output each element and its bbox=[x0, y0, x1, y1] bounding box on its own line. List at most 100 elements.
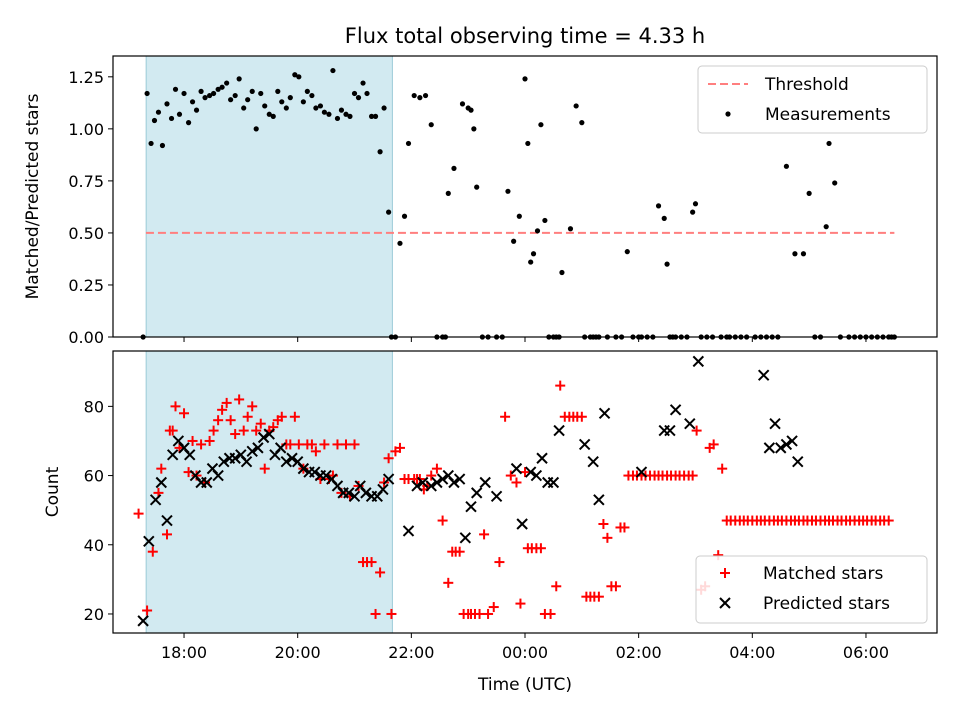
predicted-star-point bbox=[547, 476, 560, 489]
matched-star-point bbox=[386, 608, 397, 619]
predicted-star-point bbox=[684, 417, 696, 430]
y-tick-label: 1.25 bbox=[68, 68, 104, 87]
measurement-point bbox=[525, 140, 531, 147]
matched-star-point bbox=[289, 411, 300, 422]
predicted-star-point bbox=[286, 452, 298, 464]
x-tick-label: 00:00 bbox=[502, 643, 548, 662]
predicted-star-point bbox=[436, 473, 449, 485]
y-tick-label: 0.75 bbox=[68, 172, 104, 191]
predicted-star-point bbox=[309, 466, 321, 478]
measurement-point bbox=[262, 103, 268, 109]
predicted-star-point bbox=[490, 490, 503, 503]
measurement-point bbox=[471, 126, 477, 132]
measurement-point bbox=[202, 95, 208, 101]
y-tick-label: 0.00 bbox=[68, 328, 104, 347]
predicted-star-point bbox=[453, 473, 466, 485]
predicted-star-point bbox=[635, 466, 648, 478]
x-tick-label: 04:00 bbox=[729, 643, 775, 662]
matched-star-point bbox=[511, 477, 522, 488]
predicted-star-point bbox=[780, 438, 793, 451]
measurement-point bbox=[164, 101, 170, 107]
matched-star-point bbox=[691, 425, 702, 436]
matched-star-point bbox=[238, 425, 249, 436]
measurement-point bbox=[330, 67, 336, 74]
measurement-point bbox=[224, 80, 230, 86]
matched-star-point bbox=[494, 557, 505, 568]
legend-label: Matched stars bbox=[763, 564, 883, 584]
measurement-point bbox=[292, 72, 298, 78]
predicted-star-point bbox=[377, 483, 389, 496]
predicted-star-point bbox=[257, 431, 270, 444]
matched-star-point bbox=[383, 453, 394, 464]
measurement-point bbox=[579, 120, 585, 126]
measurement-point bbox=[411, 92, 417, 99]
y-tick-label: 0.25 bbox=[68, 276, 104, 295]
y-tick-label: 60 bbox=[84, 467, 104, 486]
matched-star-point bbox=[505, 470, 516, 481]
predicted-star-point bbox=[775, 442, 787, 454]
predicted-star-point bbox=[465, 500, 477, 513]
matched-star-point bbox=[602, 532, 613, 543]
matched-star-point bbox=[221, 397, 232, 408]
x-tick-label: 22:00 bbox=[388, 643, 434, 662]
measurement-point bbox=[445, 190, 451, 196]
predicted-star-point bbox=[578, 438, 591, 451]
predicted-star-point bbox=[252, 442, 264, 454]
measurement-point bbox=[236, 76, 242, 82]
measurement-point bbox=[296, 74, 302, 80]
predicted-star-point bbox=[263, 428, 275, 440]
matched-star-point bbox=[259, 463, 270, 474]
predicted-star-point bbox=[417, 476, 429, 489]
matched-star-point bbox=[708, 439, 719, 450]
matched-star-point bbox=[217, 404, 228, 415]
measurement-point bbox=[372, 113, 379, 119]
legend-label: Threshold bbox=[764, 75, 849, 95]
matched-star-point bbox=[488, 602, 499, 613]
predicted-star-point bbox=[320, 469, 332, 482]
matched-star-point bbox=[306, 439, 317, 450]
matched-star-point bbox=[479, 529, 490, 540]
predicted-star-point bbox=[792, 456, 804, 468]
predicted-star-point bbox=[360, 487, 372, 499]
matched-star-point bbox=[230, 429, 241, 440]
matched-star-point bbox=[366, 557, 377, 568]
matched-star-point bbox=[340, 439, 351, 450]
measurement-point bbox=[279, 99, 285, 105]
axes-frame bbox=[112, 55, 938, 338]
legend-label: Measurements bbox=[765, 105, 891, 125]
measurement-point bbox=[168, 115, 175, 122]
matched-star-point bbox=[717, 463, 728, 474]
measurement-point bbox=[422, 92, 429, 99]
measurement-point bbox=[806, 190, 812, 196]
matched-star-point bbox=[474, 608, 485, 619]
predicted-star-point bbox=[297, 462, 310, 475]
predicted-star-point bbox=[343, 487, 355, 499]
matched-star-point bbox=[255, 418, 266, 429]
y-tick-label: 1.00 bbox=[68, 120, 104, 139]
predicted-star-point bbox=[587, 456, 599, 468]
matched-star-point bbox=[247, 401, 258, 412]
predicted-star-point bbox=[229, 452, 241, 464]
matched-star-point bbox=[500, 411, 511, 422]
matched-star-point bbox=[187, 435, 198, 446]
predicted-star-point bbox=[431, 476, 443, 489]
matched-star-point bbox=[319, 439, 330, 450]
x-tick-label: 06:00 bbox=[843, 643, 889, 662]
predicted-star-point bbox=[166, 449, 179, 461]
measurement-point bbox=[185, 120, 192, 126]
matched-star-point bbox=[208, 425, 219, 436]
matched-star-point bbox=[883, 515, 894, 526]
matched-star-point bbox=[242, 411, 253, 422]
matched-star-point bbox=[443, 577, 454, 588]
measurement-point bbox=[534, 228, 541, 234]
x-tick-label: 18:00 bbox=[161, 643, 207, 662]
matched-star-point bbox=[225, 415, 236, 426]
measurement-point bbox=[505, 188, 511, 194]
measurement-point bbox=[783, 163, 790, 169]
y-tick-label: 80 bbox=[84, 397, 104, 416]
predicted-star-point bbox=[536, 452, 548, 464]
measurement-point bbox=[474, 184, 480, 190]
predicted-star-point bbox=[161, 514, 173, 527]
predicted-star-point bbox=[553, 424, 565, 437]
measurement-point bbox=[338, 107, 345, 113]
